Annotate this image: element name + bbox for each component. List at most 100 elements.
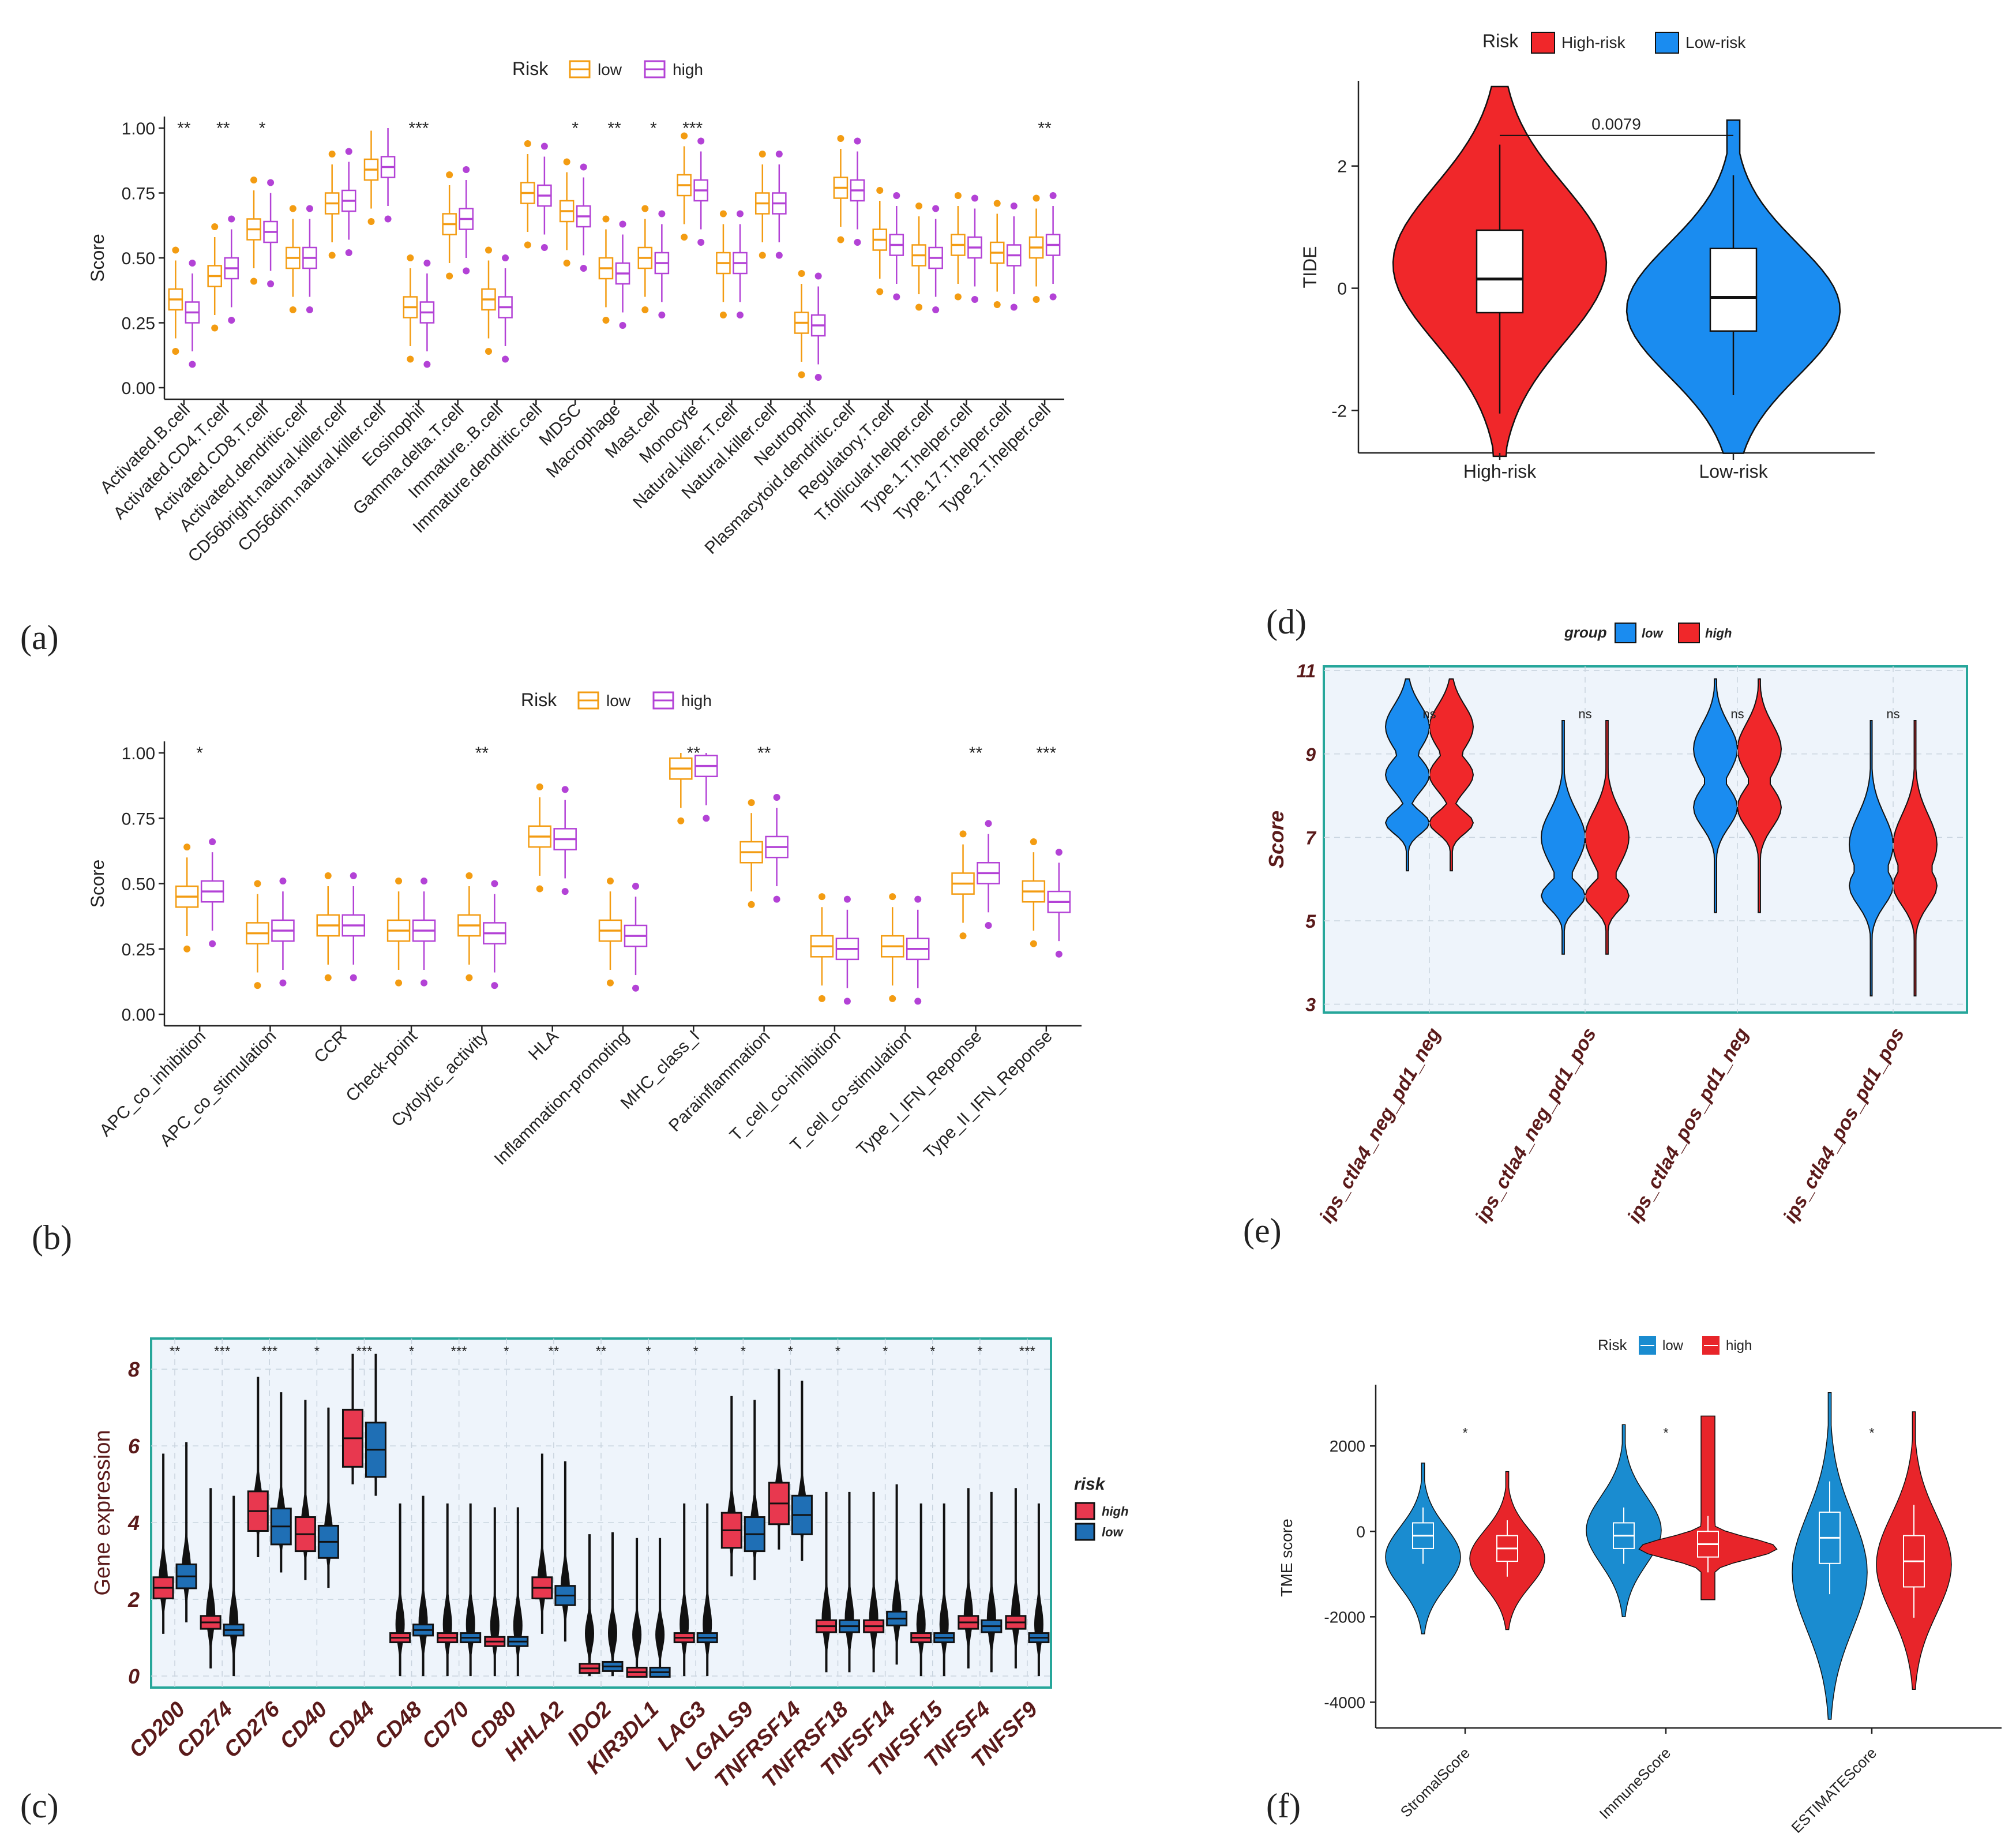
outlier-point (407, 254, 414, 261)
outlier-point (893, 293, 900, 301)
y-tick-label: 0 (1356, 1523, 1365, 1540)
panel-label-c: (c) (20, 1787, 59, 1825)
panel-label-b: (b) (32, 1219, 72, 1257)
outlier-point (463, 267, 470, 275)
y-tick-label: 0.25 (122, 314, 155, 333)
violin-high-ido2 (585, 1534, 594, 1677)
outlier-point (798, 270, 805, 277)
outlier-point (773, 794, 780, 801)
outlier-point (619, 322, 626, 329)
y-tick-label: 0 (1337, 280, 1347, 299)
outlier-point (279, 877, 287, 884)
significance-tnfrsf14: * (788, 1344, 793, 1359)
significance-hhla2: ** (549, 1344, 560, 1359)
significance-type-ii-ifn-reponse: *** (1036, 744, 1056, 763)
outlier-point (876, 288, 884, 295)
y-tick-label: 1.00 (122, 744, 155, 763)
outlier-point (395, 979, 403, 987)
outlier-point (407, 355, 414, 363)
outlier-point (563, 260, 570, 267)
significance-ido2: ** (596, 1344, 607, 1359)
legend-title: Risk (521, 689, 557, 710)
significance-ips-ctla4-neg-pd1-pos: ns (1578, 707, 1591, 721)
significance-activated-b-cell: ** (177, 119, 191, 138)
outlier-point (536, 885, 543, 893)
outlier-point (250, 177, 258, 183)
outlier-point (485, 348, 492, 355)
outlier-point (1033, 296, 1040, 303)
outlier-point (254, 880, 261, 887)
outlier-point (324, 872, 332, 879)
outlier-point (580, 163, 587, 171)
outlier-point (502, 355, 509, 363)
outlier-point (915, 203, 923, 209)
outlier-point (306, 306, 313, 313)
outlier-point (748, 901, 755, 908)
outlier-point (465, 974, 473, 981)
outlier-point (561, 786, 569, 793)
legend-key-high (1075, 1502, 1095, 1520)
outlier-point (854, 137, 861, 145)
outlier-point (563, 158, 570, 166)
outlier-point (1033, 194, 1040, 202)
y-tick-label: 0.50 (122, 249, 155, 268)
y-tick-label: 4 (127, 1511, 140, 1535)
outlier-point (993, 200, 1001, 207)
x-tick-label-ips-ctla4-pos-pd1-neg: ips_ctla4_pos_pd1_neg (1623, 1024, 1753, 1227)
outlier-point (798, 371, 805, 378)
y-tick-label: 0.75 (122, 809, 155, 828)
outlier-point (889, 995, 896, 1002)
outlier-point (328, 252, 336, 259)
x-tick-label-cd40: CD40 (275, 1697, 332, 1754)
outlier-point (421, 877, 428, 884)
legend-label-low: low (606, 692, 631, 710)
box-low-risk (1709, 248, 1758, 332)
outlier-point (914, 895, 922, 903)
significance-monocyte: *** (682, 119, 703, 138)
outlier-point (985, 820, 992, 827)
outlier-point (446, 272, 453, 280)
outlier-point (814, 374, 822, 381)
outlier-point (228, 215, 235, 223)
outlier-point (775, 151, 783, 158)
outlier-point (748, 799, 755, 807)
outlier-point (536, 783, 543, 790)
y-tick-label: 0.00 (122, 1006, 155, 1025)
outlier-point (959, 830, 967, 838)
outlier-point (1055, 849, 1063, 856)
outlier-point (1049, 293, 1057, 301)
significance-cd80: * (504, 1344, 509, 1359)
violin-low-ido2 (608, 1532, 617, 1677)
legend-key-low-risk (1655, 32, 1679, 54)
box-high-risk (1476, 229, 1524, 314)
legend-key-low (1075, 1523, 1095, 1541)
outlier-point (423, 361, 431, 368)
significance-cd48: * (409, 1344, 414, 1359)
outlier-point (350, 974, 357, 981)
outlier-point (172, 348, 179, 355)
outlier-point (854, 239, 861, 246)
outlier-point (658, 312, 666, 318)
outlier-point (289, 306, 296, 313)
outlier-point (641, 306, 649, 313)
y-axis-title: Score (87, 860, 108, 908)
outlier-point (289, 205, 296, 212)
y-tick-label: 1.00 (122, 119, 155, 138)
y-tick-label: 5 (1305, 911, 1316, 932)
outlier-point (267, 179, 275, 186)
significance-apc-co-inhibition: * (196, 744, 203, 763)
outlier-point (540, 143, 548, 150)
legend-title: Risk (1482, 31, 1519, 51)
outlier-point (737, 312, 744, 318)
significance-type-i-ifn-reponse: ** (969, 744, 983, 763)
legend-label-high: high (681, 692, 712, 710)
outlier-point (209, 940, 216, 947)
outlier-point (211, 324, 219, 332)
outlier-point (814, 272, 822, 280)
outlier-point (423, 260, 431, 267)
legend-key-low (1615, 623, 1636, 643)
significance-cytolytic-activity: ** (475, 744, 489, 763)
outlier-point (250, 278, 258, 285)
significance-cd44: *** (356, 1344, 372, 1359)
significance-cd274: *** (214, 1344, 230, 1359)
